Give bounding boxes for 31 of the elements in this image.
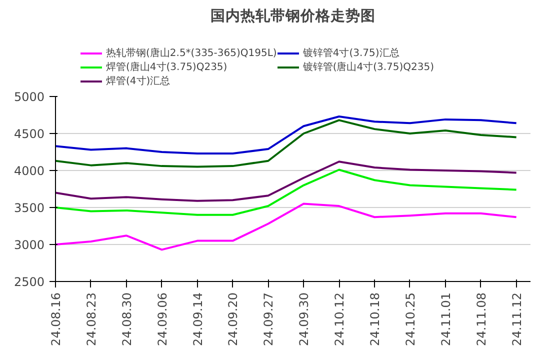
line-series (56, 168, 518, 216)
x-tick-label: 24.09.14 (190, 292, 205, 346)
x-tick-label: 24.09.20 (226, 292, 240, 346)
line-series (56, 160, 518, 202)
y-tick-label: 2500 (14, 275, 45, 289)
x-tick-label: 24.10.25 (403, 292, 418, 346)
x-tick-label: 24.08.23 (84, 292, 98, 346)
x-tick-label: 24.10.18 (368, 292, 382, 346)
line-series (56, 202, 518, 251)
x-tick-label: 24.11.08 (474, 292, 488, 346)
y-tick-label: 5000 (14, 90, 45, 104)
x-tick-label: 24.09.27 (262, 292, 276, 346)
x-tick-label: 24.11.01 (438, 292, 453, 346)
x-tick-label: 24.10.12 (332, 292, 347, 346)
legend-label: 焊管(4寸)汇总 (106, 74, 170, 88)
x-tick-label: 24.08.16 (49, 292, 63, 346)
x-tick-label: 24.09.30 (297, 292, 312, 346)
line-series (56, 115, 518, 154)
legend-label: 焊管(唐山4寸(3.75)Q235) (106, 60, 228, 74)
y-tick-label: 4000 (14, 164, 45, 178)
chart-title: 国内热轧带钢价格走势图 (210, 8, 376, 24)
y-tick-label: 3000 (14, 238, 45, 252)
line-series (56, 119, 518, 168)
legend-label: 热轧带钢(唐山2.5*(335-365)Q195L) (106, 46, 277, 60)
x-tick-label: 24.08.30 (120, 292, 134, 346)
y-tick-label: 4500 (14, 127, 45, 141)
x-tick-label: 24.11.12 (510, 292, 524, 346)
legend-label: 镀锌管4寸(3.75)汇总 (302, 46, 400, 60)
y-tick-label: 3500 (14, 201, 45, 215)
legend-label: 镀锌管(唐山4寸(3.75)Q235) (302, 60, 434, 74)
x-tick-label: 24.09.06 (155, 292, 170, 346)
